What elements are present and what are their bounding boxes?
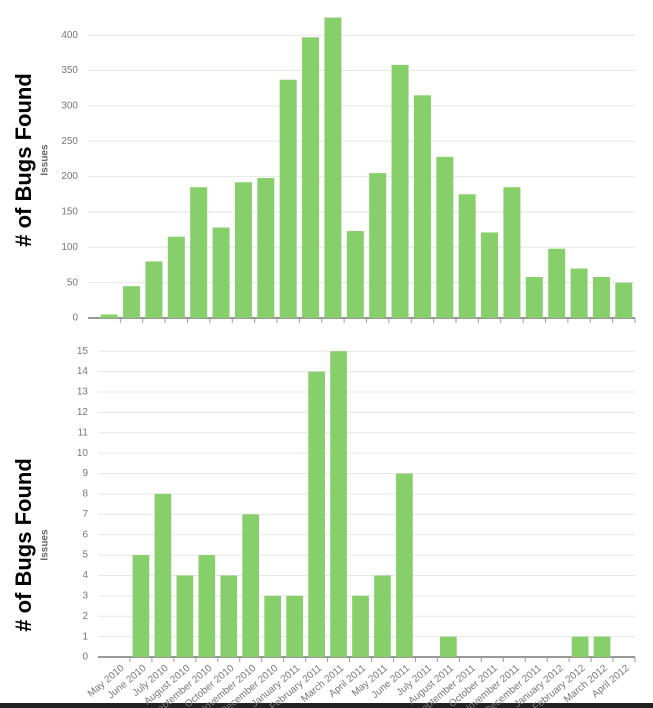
bar <box>257 178 275 318</box>
bar <box>436 156 454 318</box>
bar <box>396 473 413 657</box>
bar <box>324 17 342 319</box>
bar <box>123 286 141 318</box>
bar <box>525 276 543 318</box>
y-tick-label: 11 <box>78 427 89 438</box>
y-tick-label: 50 <box>67 277 79 288</box>
y-tick-label: 12 <box>77 407 89 418</box>
y-axis-subtitle: Issues <box>40 144 51 176</box>
bar <box>264 595 282 657</box>
bar <box>571 636 589 657</box>
y-tick-label: 300 <box>61 101 78 112</box>
y-tick-label: 200 <box>61 171 78 182</box>
y-axis-title: # of Bugs Found <box>11 458 36 632</box>
bar <box>570 268 588 318</box>
bar <box>374 575 391 657</box>
bar <box>440 636 457 657</box>
bar <box>220 575 238 657</box>
bar <box>167 236 185 318</box>
y-tick-label: 150 <box>61 207 78 218</box>
bar <box>190 187 208 318</box>
y-axis-subtitle: Issues <box>40 529 51 561</box>
y-tick-label: 8 <box>82 489 88 500</box>
bar <box>330 351 347 657</box>
bar <box>279 79 297 318</box>
bar <box>503 187 521 318</box>
bar <box>145 261 163 318</box>
bar <box>100 314 118 318</box>
bar <box>615 282 633 318</box>
bar <box>286 595 303 657</box>
y-tick-label: 250 <box>61 136 78 147</box>
y-tick-label: 3 <box>82 590 88 601</box>
y-tick-label: 0 <box>72 313 78 324</box>
bar <box>458 194 476 318</box>
bottom-edge <box>0 703 653 708</box>
bar <box>132 555 150 657</box>
y-tick-label: 7 <box>82 509 88 520</box>
bar <box>391 64 409 318</box>
y-tick-label: 13 <box>77 387 89 398</box>
bar <box>198 555 216 657</box>
y-axis-title: # of Bugs Found <box>11 73 36 247</box>
bar <box>212 227 230 318</box>
y-tick-label: 2 <box>82 611 88 622</box>
y-tick-label: 15 <box>77 346 89 357</box>
y-tick-label: 9 <box>82 468 88 479</box>
bar <box>592 276 610 318</box>
y-tick-label: 4 <box>82 570 88 581</box>
y-tick-label: 0 <box>82 652 88 663</box>
bar <box>176 575 194 657</box>
bar <box>593 636 611 657</box>
y-tick-label: 400 <box>61 30 78 41</box>
y-tick-label: 5 <box>82 550 88 561</box>
y-tick-label: 350 <box>61 65 78 76</box>
bar <box>346 231 364 318</box>
bar <box>548 248 566 318</box>
bar <box>369 173 387 318</box>
bar <box>234 182 252 318</box>
bar <box>352 595 369 657</box>
bar <box>242 514 260 657</box>
y-tick-label: 14 <box>77 366 89 377</box>
bar <box>481 232 499 318</box>
bar <box>413 95 431 318</box>
y-tick-label: 10 <box>77 448 89 459</box>
bar <box>154 493 172 657</box>
y-tick-label: 6 <box>82 529 88 540</box>
bar <box>302 37 320 318</box>
y-tick-label: 1 <box>82 631 88 642</box>
y-tick-label: 100 <box>61 242 78 253</box>
bar <box>308 371 325 657</box>
